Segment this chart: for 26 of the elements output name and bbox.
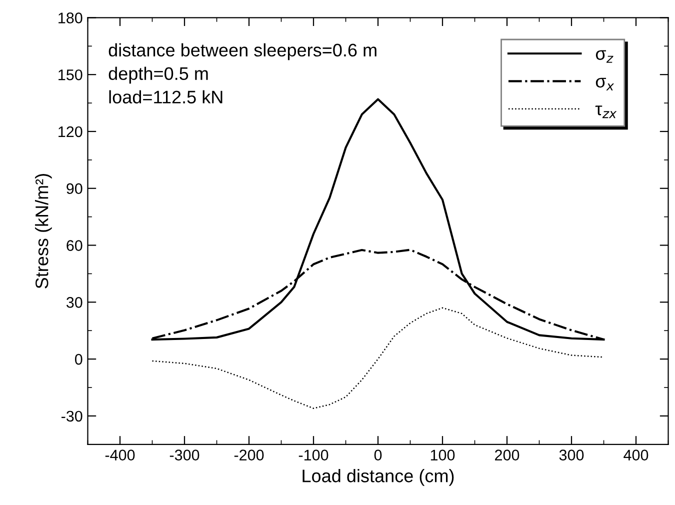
x-tick-label: -400	[105, 450, 135, 460]
x-tick-label: -100	[298, 450, 328, 460]
y-tick-label: 60	[66, 240, 82, 251]
legend-label: σ$_{z}$	[596, 50, 614, 63]
y-tick-label: 120	[58, 126, 82, 138]
y-tick-label: 180	[58, 12, 82, 24]
x-tick-label: 300	[559, 450, 584, 460]
legend-label: σ$_{x}$	[596, 78, 614, 90]
x-tick-label: 400	[624, 450, 648, 460]
x-tick-label: -300	[170, 450, 200, 460]
x-axis-title: Load distance (cm)	[302, 469, 454, 486]
y-tick-label: 150	[58, 69, 82, 80]
annotation: distance between sleepers=0.6 m	[108, 43, 376, 60]
y-tick-label: 0	[74, 354, 82, 365]
y-tick-label: 90	[66, 183, 82, 194]
annotation: depth=0.5 m	[108, 66, 208, 84]
x-tick-label: 0	[374, 450, 382, 460]
y-tick-label: -30	[61, 410, 82, 422]
line-series	[152, 307, 604, 409]
x-tick-label: 200	[495, 450, 520, 460]
y-tick-label: 30	[66, 297, 82, 308]
y-axis-title: Stress (kN/m²)	[35, 174, 52, 288]
annotation: load=112.5 kN	[109, 90, 222, 104]
x-tick-label: 100	[430, 450, 455, 460]
x-tick-label: -200	[234, 450, 264, 460]
legend-label: τ$_{zx}$	[595, 106, 617, 118]
